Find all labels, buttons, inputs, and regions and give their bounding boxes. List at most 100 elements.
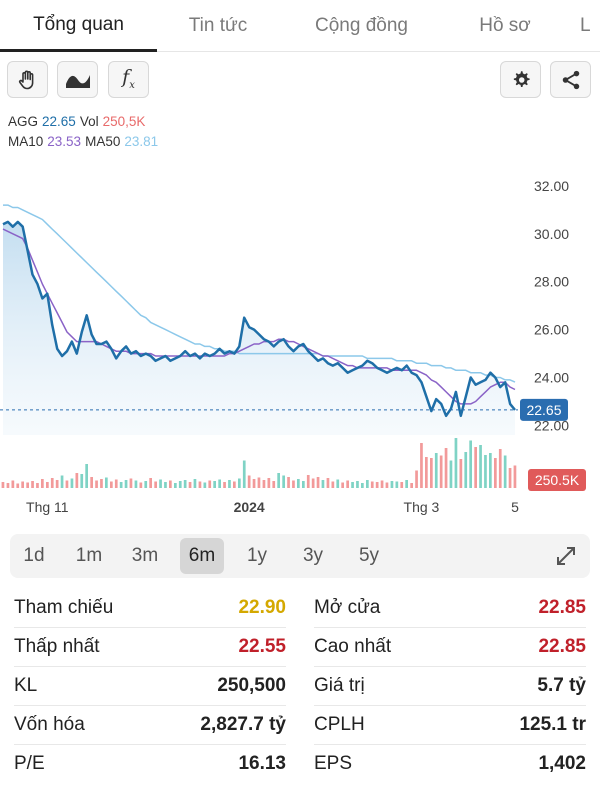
settings-button[interactable] (500, 61, 541, 98)
last-price-label: 22.65 (526, 402, 561, 418)
volume-bar (474, 447, 477, 488)
volume-bar (159, 479, 162, 488)
ma50-line (3, 204, 516, 383)
volume-bar (65, 480, 69, 488)
volume-bar (228, 480, 231, 488)
stat-value: 22.90 (238, 597, 286, 618)
x-tick-label: 2024 (234, 499, 265, 515)
volume-bar (178, 481, 182, 488)
share-button[interactable] (550, 61, 591, 98)
volume-bar (50, 478, 54, 488)
volume-bar (425, 457, 428, 488)
volume-bar (169, 480, 172, 488)
volume-bar (380, 480, 384, 488)
volume-bar (238, 478, 241, 488)
stat-value: 5.7 tỷ (537, 675, 586, 696)
indicator-button[interactable]: fx (108, 61, 149, 98)
volume-bar (154, 481, 157, 488)
tab-overview[interactable]: Tổng quan (0, 0, 157, 52)
stat-value: 125.1 tr (519, 714, 586, 735)
volume-bar (469, 440, 472, 488)
tab-more[interactable]: L (580, 15, 591, 36)
volume-bar (464, 452, 468, 488)
tab-news[interactable]: Tin tức (188, 15, 248, 36)
legend-ma10-value: 23.53 (47, 134, 82, 149)
volume-bar (16, 483, 20, 488)
y-tick-label: 32.00 (534, 178, 569, 194)
x-tick-label: Thg 11 (26, 499, 69, 515)
volume-bar (385, 482, 389, 488)
time-range-selector: 1d 1m 3m 6m 1y 3y 5y (10, 534, 590, 578)
stat-label: Mở cửa (314, 597, 381, 618)
tab-community[interactable]: Cộng đồng (315, 15, 408, 36)
volume-bar (242, 460, 246, 488)
price-area (3, 221, 515, 435)
legend-symbol: AGG (8, 114, 39, 129)
volume-bar (60, 475, 64, 488)
range-6m[interactable]: 6m (180, 538, 224, 574)
volume-bar (252, 479, 256, 488)
range-1m[interactable]: 1m (75, 545, 103, 566)
volume-bar (144, 481, 148, 488)
range-1d[interactable]: 1d (23, 545, 45, 566)
y-tick-label: 22.00 (534, 417, 569, 433)
volume-bar (361, 483, 364, 488)
volume-bar (139, 482, 143, 488)
volume-bar (346, 480, 349, 488)
stats-table: Tham chiếu 22.90 Mở cửa 22.85 Thấp nhất 22.… (14, 589, 586, 784)
y-tick-label: 26.00 (534, 322, 569, 338)
area-chart-icon (65, 74, 90, 88)
range-3y[interactable]: 3y (302, 545, 324, 566)
range-5y[interactable]: 5y (358, 545, 380, 566)
stat-label: Thấp nhất (14, 636, 100, 657)
volume-bar (390, 481, 394, 488)
stat-eps: EPS 1,402 (314, 745, 586, 783)
drag-hand-button[interactable] (7, 61, 48, 98)
tab-profile[interactable]: Hồ sơ (479, 15, 531, 36)
volume-bar (484, 455, 487, 488)
volume-bar (267, 478, 271, 488)
legend-ma50-value: 23.81 (124, 134, 159, 149)
volume-bar (119, 482, 123, 488)
volume-bar (26, 482, 29, 488)
volume-bar (311, 478, 315, 488)
volume-bar (21, 481, 24, 488)
volume-bar (134, 480, 138, 488)
volume-bar (46, 482, 49, 488)
volume-bar (174, 483, 177, 488)
volume-bar (503, 455, 507, 488)
volume-tag-label: 250.5K (535, 472, 580, 488)
legend-vol-value: 250,5K (102, 114, 146, 129)
volume-bar (282, 475, 285, 488)
volume-bar (188, 482, 192, 488)
volume-bar (41, 479, 44, 488)
volume-bar (218, 479, 221, 488)
expand-icon[interactable] (554, 544, 578, 568)
stat-label: Tham chiếu (14, 597, 114, 618)
stat-high: Cao nhất 22.85 (314, 628, 586, 667)
volume-bar (193, 479, 197, 488)
stat-value: 22.55 (238, 636, 286, 657)
legend-price: 22.65 (42, 114, 76, 129)
volume-bar (124, 480, 128, 488)
volume-bar (183, 480, 187, 488)
chart-type-button[interactable] (57, 61, 98, 98)
stat-label: P/E (14, 753, 45, 774)
volume-bar (233, 481, 236, 488)
volume-bar (164, 482, 167, 488)
x-tick-label: Thg 3 (404, 499, 440, 515)
volume-bar (198, 481, 202, 488)
chart-toolbar: fx (0, 61, 600, 101)
stat-shares-outstanding: CPLH 125.1 tr (314, 706, 586, 745)
legend-vol-label: Vol (79, 114, 99, 129)
volume-bar (366, 480, 369, 488)
range-1y[interactable]: 1y (246, 545, 268, 566)
volume-bar (331, 481, 335, 488)
volume-bar (420, 443, 423, 488)
volume-bar (262, 480, 266, 488)
range-3m[interactable]: 3m (131, 545, 159, 566)
stat-reference: Tham chiếu 22.90 (14, 589, 286, 628)
top-tab-bar: Tổng quan Tin tức Cộng đồng Hồ sơ L (0, 0, 600, 52)
stat-low: Thấp nhất 22.55 (14, 628, 286, 667)
